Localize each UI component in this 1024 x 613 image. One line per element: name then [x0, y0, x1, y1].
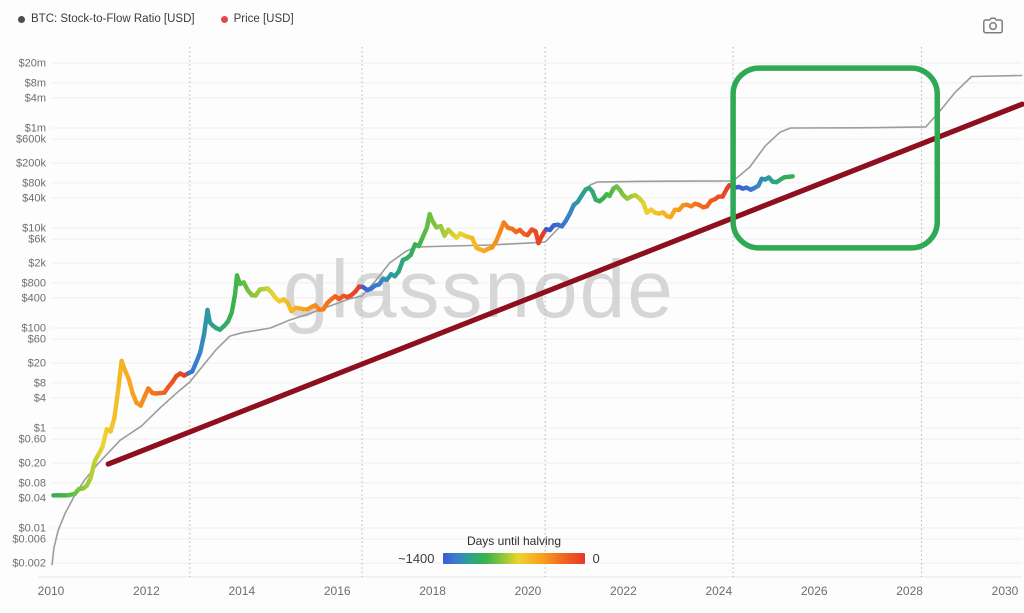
halving-colorbar: Days until halving ~1400 0: [398, 534, 600, 566]
y-tick-label: $80k: [22, 177, 46, 189]
y-tick-label: $1: [34, 423, 46, 435]
s2f-legend-label: BTC: Stock-to-Flow Ratio [USD]: [31, 13, 195, 25]
y-tick-label: $200k: [16, 157, 46, 169]
chart-legend: BTC: Stock-to-Flow Ratio [USD] Price [US…: [18, 13, 294, 25]
colorbar-gradient: [442, 553, 585, 564]
y-tick-label: $0.20: [18, 457, 46, 469]
y-tick-label: $0.01: [18, 523, 46, 535]
price-line: [51, 174, 795, 498]
x-tick-label: 2016: [324, 584, 351, 598]
x-tick-label: 2026: [801, 584, 828, 598]
y-tick-label: $40k: [22, 192, 46, 204]
price-legend-label: Price [USD]: [233, 13, 294, 25]
y-tick-label: $600k: [16, 134, 46, 146]
x-tick-label: 2012: [133, 584, 160, 598]
s2f-model-line: [51, 74, 1023, 566]
colorbar-max-label: 0: [592, 551, 600, 566]
y-tick-label: $1m: [25, 123, 46, 135]
y-tick-label: $0.002: [12, 557, 46, 569]
y-tick-label: $60: [28, 334, 46, 346]
camera-button[interactable]: [981, 15, 1005, 39]
x-tick-label: 2010: [38, 584, 65, 598]
x-tick-label: 2024: [705, 584, 732, 598]
price-line-segment: [88, 458, 98, 481]
y-tick-label: $8m: [25, 77, 46, 89]
colorbar-title: Days until halving: [466, 534, 562, 548]
y-tick-label: $20m: [18, 57, 46, 69]
y-tick-label: $100: [22, 323, 46, 335]
colorbar-min-label: ~1400: [398, 551, 435, 566]
price-legend-dot-icon: [220, 15, 228, 23]
y-tick-label: $0.04: [18, 492, 46, 504]
price-line-segment: [100, 426, 110, 449]
x-tick-label: 2020: [515, 584, 542, 598]
y-tick-label: $2k: [28, 257, 46, 269]
x-tick-label: 2022: [610, 584, 637, 598]
legend-item-price[interactable]: Price [USD]: [220, 13, 294, 25]
price-line-segment: [198, 332, 207, 355]
y-tick-label: $800: [22, 277, 46, 289]
y-tick-label: $8: [34, 377, 46, 389]
y-tick-label: $0.08: [18, 477, 46, 489]
y-tick-label: $6k: [28, 234, 46, 246]
y-tick-label: $10k: [22, 223, 46, 235]
legend-item-s2f[interactable]: BTC: Stock-to-Flow Ratio [USD]: [18, 13, 195, 25]
highlight-annotation-box: [730, 65, 941, 251]
y-tick-label: $20: [28, 357, 46, 369]
x-tick-label: 2018: [419, 584, 446, 598]
y-tick-label: $0.60: [18, 434, 46, 446]
price-line-segment: [126, 376, 135, 396]
y-tick-label: $400: [22, 292, 46, 304]
price-line-segment: [786, 174, 795, 180]
price-line-segment: [108, 415, 117, 434]
camera-icon: [983, 17, 1003, 37]
x-tick-label: 2014: [228, 584, 255, 598]
s2f-legend-dot-icon: [18, 15, 25, 23]
price-line-segment: [112, 383, 121, 420]
x-tick-label: 2030: [992, 584, 1019, 598]
x-tick-label: 2028: [896, 584, 923, 598]
y-tick-label: $4m: [25, 92, 46, 104]
price-line-segment: [229, 291, 238, 315]
y-tick-label: $0.006: [12, 534, 46, 546]
y-tick-label: $4: [34, 392, 46, 404]
regression-trend-line: [105, 101, 1024, 467]
